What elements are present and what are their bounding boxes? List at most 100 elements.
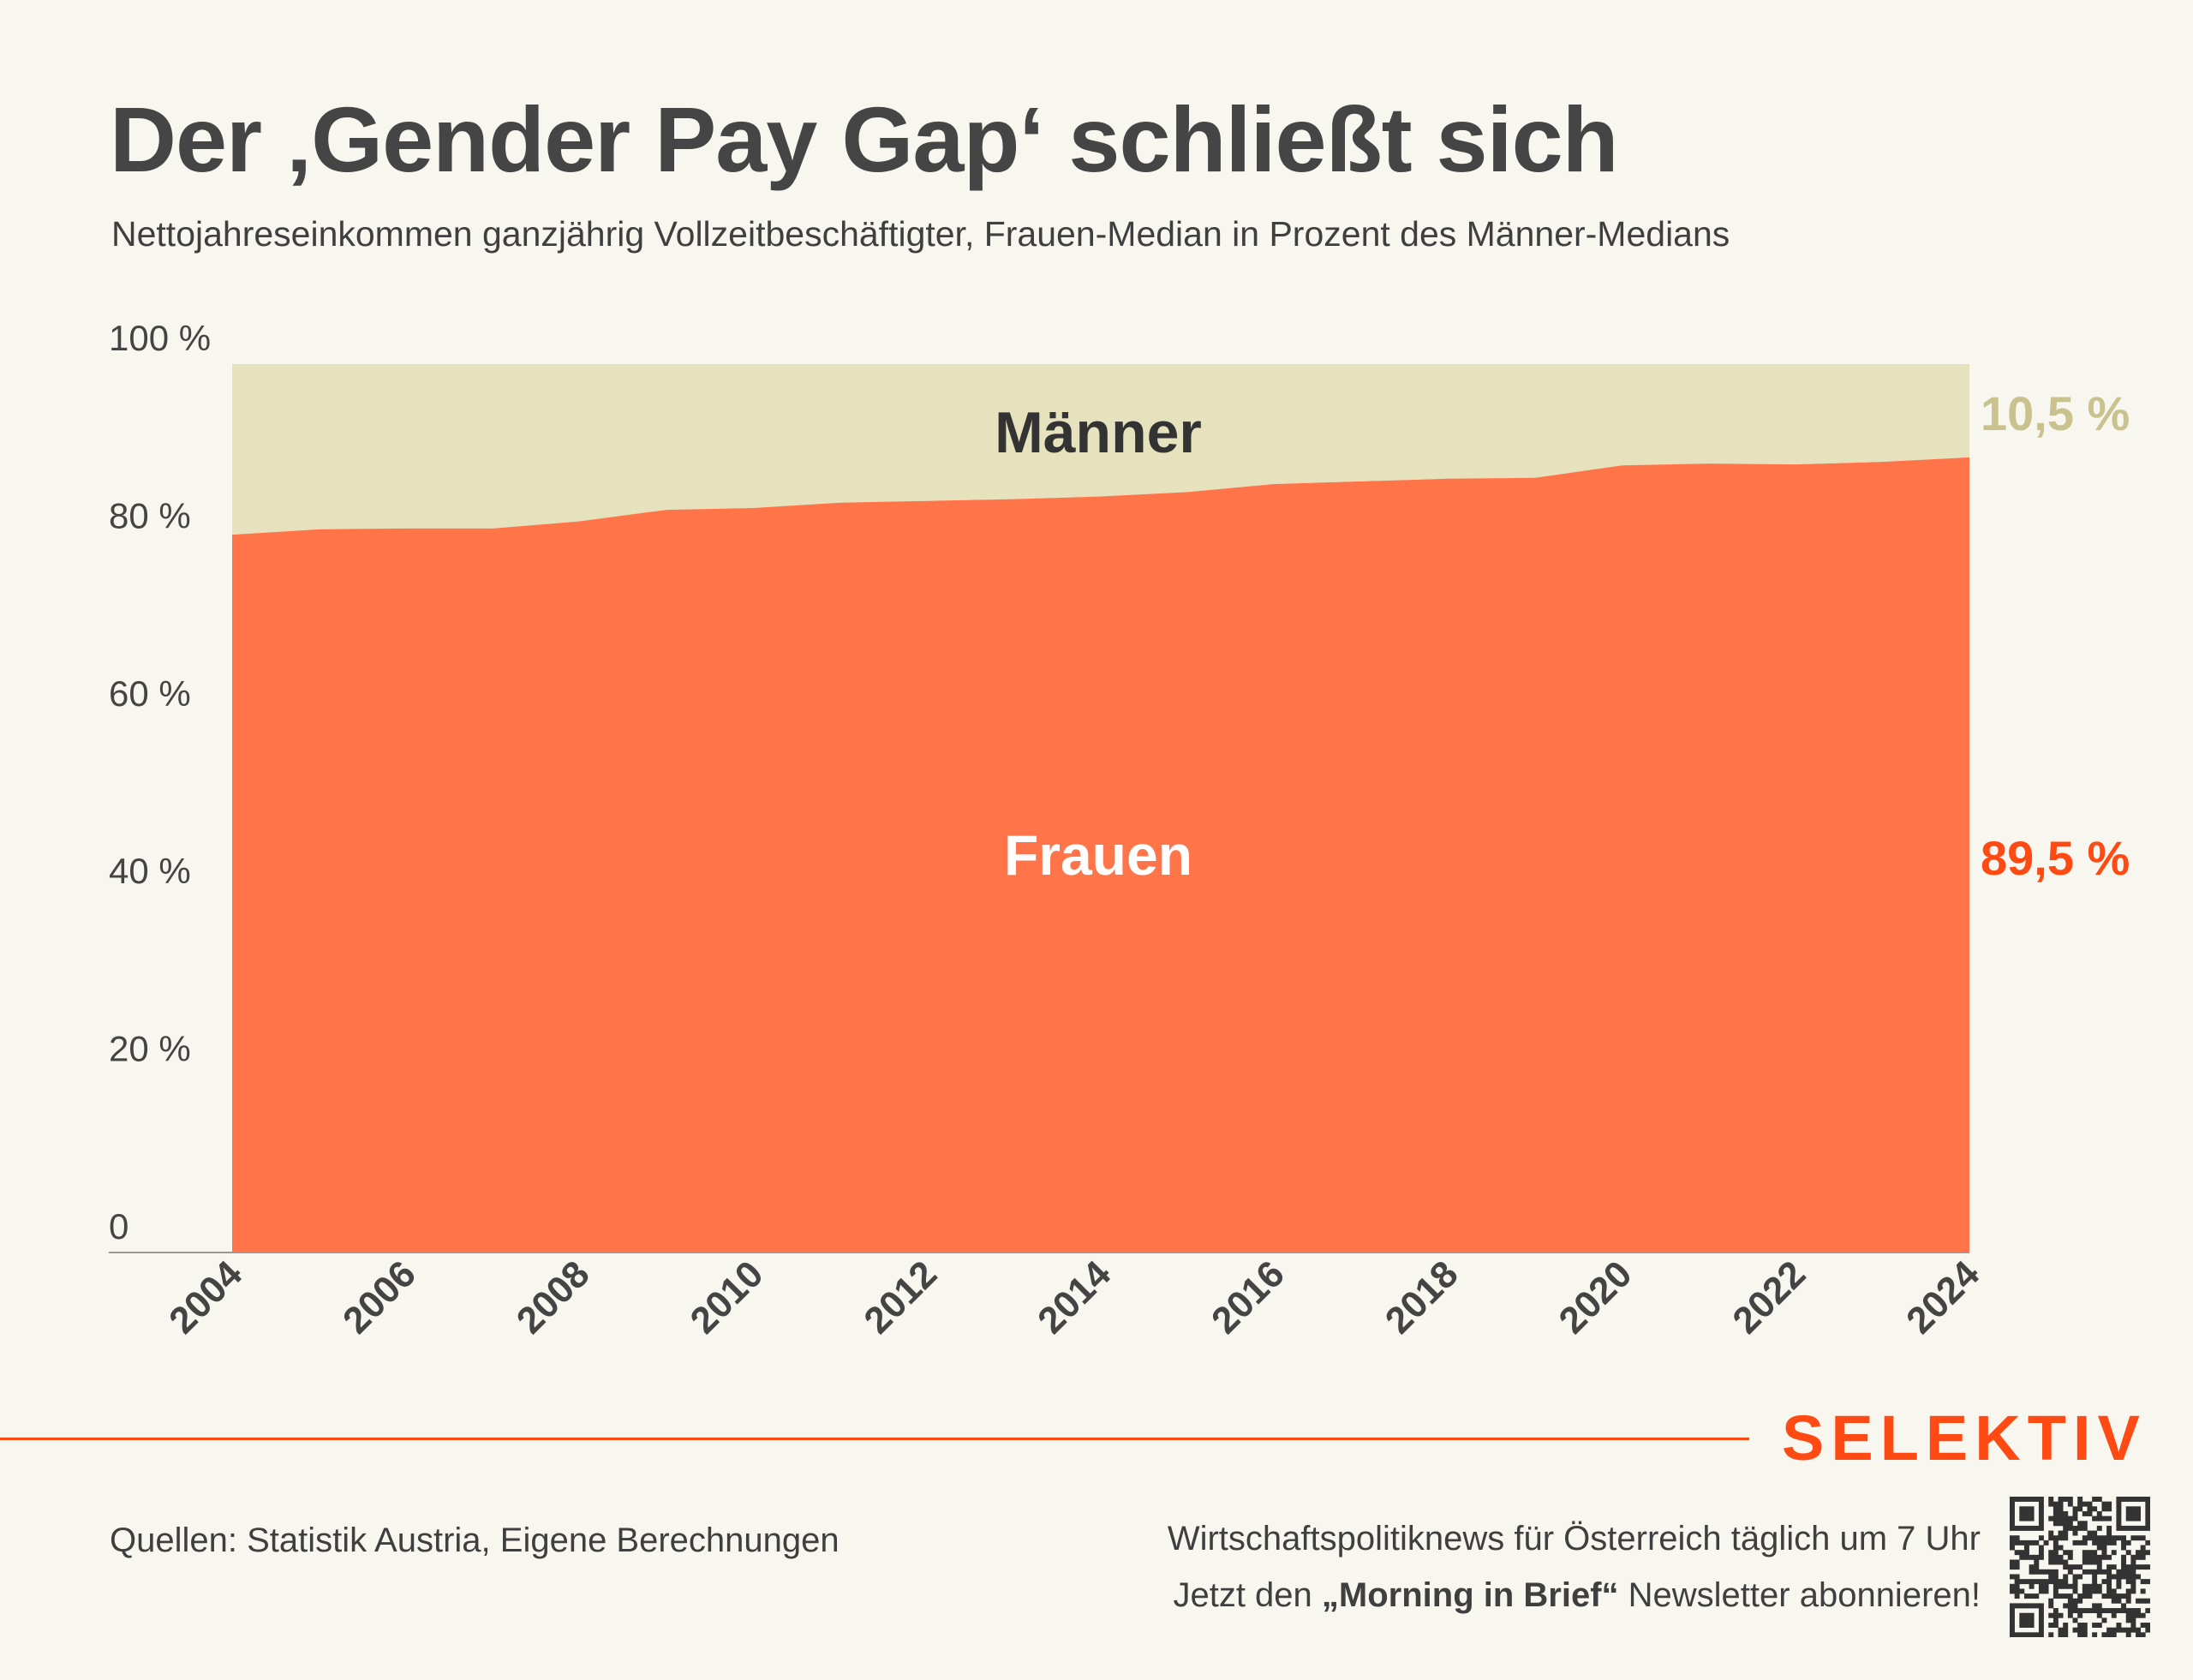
x-tick-label: 2014	[1030, 1253, 1119, 1342]
x-tick-label: 2010	[683, 1253, 772, 1342]
qr-module	[2053, 1608, 2059, 1614]
qr-module	[2058, 1501, 2064, 1507]
qr-module	[2072, 1583, 2078, 1589]
qr-module	[2014, 1632, 2020, 1637]
qr-module	[2019, 1554, 2025, 1560]
qr-module	[2145, 1497, 2150, 1502]
qr-module	[2023, 1617, 2029, 1623]
qr-module	[2096, 1603, 2102, 1609]
qr-module	[2072, 1574, 2078, 1580]
qr-module	[2053, 1569, 2059, 1575]
qr-module	[2130, 1554, 2136, 1560]
qr-module	[2043, 1583, 2049, 1589]
qr-module	[2010, 1497, 2015, 1502]
qr-module	[2116, 1593, 2122, 1599]
qr-module	[2067, 1497, 2073, 1502]
qr-module	[2106, 1525, 2112, 1531]
qr-module	[2130, 1506, 2136, 1512]
qr-module	[2063, 1516, 2069, 1522]
qr-module	[2038, 1608, 2044, 1614]
qr-module	[2029, 1579, 2035, 1585]
qr-module	[2077, 1521, 2083, 1527]
x-tick-label: 2012	[856, 1253, 945, 1342]
qr-module	[2082, 1521, 2088, 1527]
qr-module	[2096, 1545, 2102, 1551]
qr-module	[2063, 1583, 2069, 1589]
qr-module	[2010, 1559, 2015, 1565]
qr-module	[2077, 1608, 2083, 1614]
qr-module	[2023, 1540, 2029, 1545]
qr-module	[2082, 1559, 2088, 1565]
qr-module	[2014, 1497, 2020, 1502]
qr-module	[2087, 1550, 2093, 1556]
qr-module	[2116, 1510, 2122, 1516]
qr-module	[2048, 1574, 2054, 1580]
qr-module	[2130, 1559, 2136, 1565]
qr-module	[2038, 1510, 2044, 1516]
qr-module	[2121, 1569, 2127, 1575]
qr-module	[2125, 1506, 2131, 1512]
qr-module	[2053, 1574, 2059, 1580]
qr-module	[2072, 1525, 2078, 1531]
qr-module	[2087, 1583, 2093, 1589]
qr-module	[2101, 1501, 2107, 1507]
qr-module	[2111, 1612, 2117, 1618]
qr-module	[2136, 1612, 2141, 1618]
qr-module	[2087, 1608, 2093, 1614]
qr-module	[2092, 1623, 2098, 1628]
qr-module	[2106, 1569, 2112, 1575]
y-tick-label: 0	[109, 1206, 128, 1247]
qr-module	[2140, 1598, 2146, 1604]
qr-module	[2053, 1579, 2059, 1585]
qr-module	[2077, 1506, 2083, 1512]
qr-module	[2096, 1559, 2102, 1565]
qr-module	[2010, 1510, 2015, 1516]
qr-module	[2096, 1525, 2102, 1531]
qr-module	[2077, 1623, 2083, 1628]
qr-module	[2101, 1579, 2107, 1585]
qr-module	[2136, 1554, 2141, 1560]
qr-module	[2082, 1627, 2088, 1633]
qr-module	[2116, 1608, 2122, 1614]
qr-module	[2072, 1516, 2078, 1522]
qr-module	[2019, 1632, 2025, 1637]
qr-module	[2101, 1516, 2107, 1522]
qr-module	[2106, 1579, 2112, 1585]
qr-module	[2058, 1559, 2064, 1565]
qr-module	[2106, 1608, 2112, 1614]
qr-module	[2053, 1516, 2059, 1522]
qr-module	[2053, 1588, 2059, 1594]
qr-module	[2048, 1559, 2054, 1565]
qr-module	[2087, 1554, 2093, 1560]
qr-module	[2038, 1535, 2044, 1541]
qr-module	[2029, 1554, 2035, 1560]
qr-module	[2140, 1588, 2146, 1594]
qr-module	[2038, 1632, 2044, 1637]
qr-module	[2038, 1516, 2044, 1522]
qr-module	[2077, 1497, 2083, 1502]
qr-module	[2072, 1627, 2078, 1633]
qr-module	[2092, 1579, 2098, 1585]
qr-module	[2077, 1593, 2083, 1599]
qr-module	[2043, 1579, 2049, 1585]
qr-module	[2063, 1525, 2069, 1531]
qr-module	[2034, 1593, 2040, 1599]
qr-module	[2145, 1564, 2150, 1570]
qr-module	[2125, 1510, 2131, 1516]
qr-module	[2096, 1535, 2102, 1541]
qr-module	[2038, 1550, 2044, 1556]
qr-module	[2082, 1569, 2088, 1575]
qr-code[interactable]	[2010, 1497, 2150, 1637]
qr-module	[2082, 1535, 2088, 1541]
qr-module	[2014, 1588, 2020, 1594]
qr-module	[2063, 1593, 2069, 1599]
qr-module	[2034, 1632, 2040, 1637]
qr-module	[2136, 1564, 2141, 1570]
qr-module	[2077, 1612, 2083, 1618]
qr-module	[2010, 1612, 2015, 1618]
qr-module	[2067, 1603, 2073, 1609]
qr-module	[2111, 1598, 2117, 1604]
x-tick-label: 2016	[1204, 1253, 1293, 1342]
qr-module	[2096, 1540, 2102, 1545]
qr-module	[2106, 1588, 2112, 1594]
